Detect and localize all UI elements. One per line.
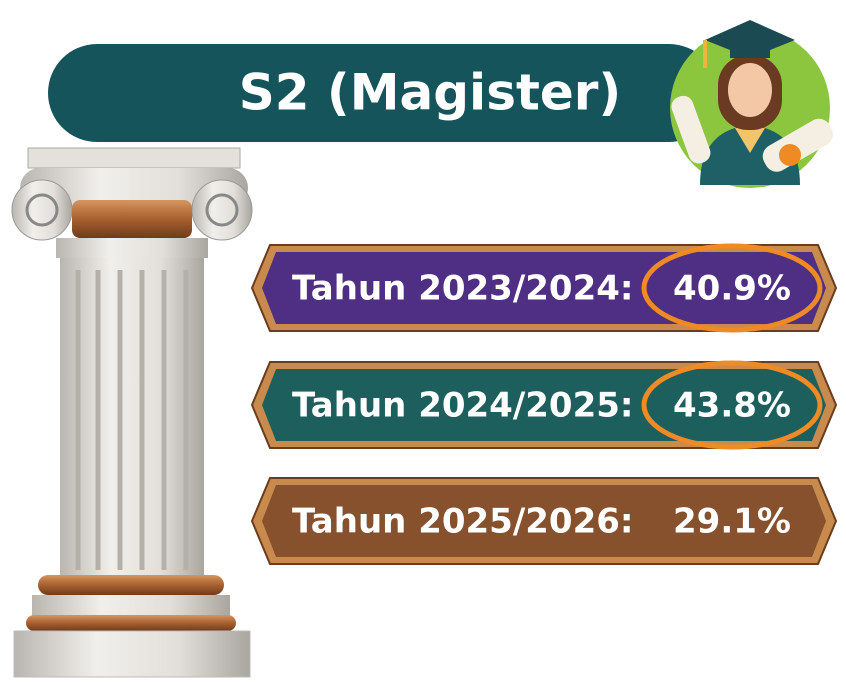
row-label: Tahun 2024/2025:	[292, 386, 633, 426]
row-panel	[262, 369, 826, 441]
column	[11, 147, 253, 678]
row-label: Tahun 2023/2024:	[292, 269, 633, 309]
row-value: 43.8%	[673, 386, 791, 426]
title-banner	[48, 44, 718, 142]
row-panel	[262, 485, 826, 557]
row-panel	[262, 252, 826, 324]
row-value: 29.1%	[673, 502, 791, 542]
title: S2 (Magister)	[239, 64, 622, 122]
highlight-circle	[641, 243, 823, 333]
row-value: 40.9%	[673, 269, 791, 309]
graduate-icon	[670, 20, 833, 188]
row-label: Tahun 2025/2026:	[292, 502, 633, 542]
highlight-circle	[641, 360, 823, 450]
